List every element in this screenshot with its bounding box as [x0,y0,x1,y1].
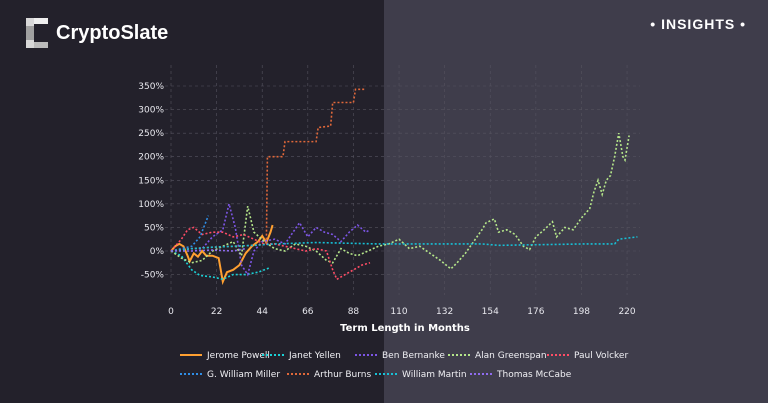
series-line-g-william-miller [170,215,210,252]
insights-tag: • INSIGHTS • [650,16,746,32]
x-tick-label: 66 [302,307,314,317]
y-tick-label: 50% [144,223,164,233]
legend-item[interactable]: Arthur Burns [287,370,371,380]
y-tick-label: -50% [141,271,165,281]
legend-item[interactable]: Alan Greenspan [448,351,547,361]
legend-label: G. William Miller [207,370,280,380]
legend-item[interactable]: Jerome Powell [180,351,270,361]
legend-label: William Martin [402,370,467,380]
y-tick-label: 250% [138,129,164,139]
y-tick-label: 150% [138,176,164,186]
x-tick-label: 154 [482,307,499,317]
series-line-janet-yellen [170,250,271,281]
series-line-alan-greenspan [170,133,630,270]
series-line-jerome-powell [170,224,274,286]
y-tick-label: 100% [138,200,164,210]
cryptoslate-logo-icon [26,18,48,48]
x-tick-label: 198 [573,307,590,317]
background-right-panel [384,0,768,403]
legend-label: Arthur Burns [314,370,371,380]
legend-item[interactable]: Thomas McCabe [470,370,572,380]
legend-item[interactable]: Janet Yellen [262,351,341,361]
series-line-paul-volcker [170,226,371,281]
series-line-william-martin [170,236,638,252]
x-tick-label: 0 [168,307,174,317]
legend-label: Paul Volcker [574,351,628,361]
x-tick-label: 132 [436,307,453,317]
x-tick-label: 176 [527,307,544,317]
logo: CryptoSlate [26,18,168,48]
series-line-arthur-burns [170,88,366,252]
x-tick-label: 88 [348,307,360,317]
x-axis-label: Term Length in Months [340,323,470,334]
y-tick-label: 350% [138,82,164,92]
legend-label: Thomas McCabe [496,370,572,380]
y-tick-label: 300% [138,106,164,116]
legend-label: Jerome Powell [206,351,270,361]
x-tick-label: 110 [390,307,407,317]
legend-item[interactable]: G. William Miller [180,370,280,380]
legend-label: Alan Greenspan [475,351,547,361]
legend-item[interactable]: Paul Volcker [547,351,628,361]
legend-item[interactable]: William Martin [375,370,467,380]
legend-item[interactable]: Ben Bernanke [355,351,445,361]
brand-name: CryptoSlate [56,21,169,44]
x-tick-label: 220 [618,307,635,317]
series-line-ben-bernanke [170,203,371,277]
y-tick-label: 0% [150,247,165,257]
y-tick-label: 200% [138,153,164,163]
legend-label: Ben Bernanke [382,351,445,361]
x-tick-label: 22 [211,307,222,317]
series-line-thomas-mccabe [171,247,246,252]
x-tick-label: 44 [256,307,268,317]
legend-label: Janet Yellen [288,351,341,361]
